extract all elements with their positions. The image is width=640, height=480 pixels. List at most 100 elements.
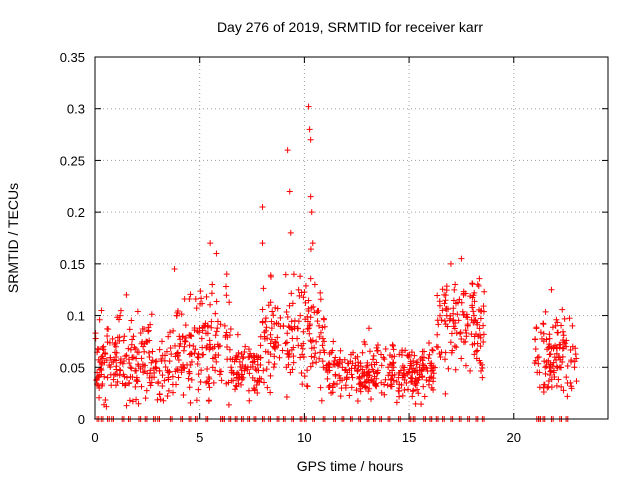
data-point: [300, 328, 307, 335]
data-point: [344, 360, 351, 367]
data-point: [147, 367, 154, 374]
data-point: [378, 389, 385, 396]
data-point: [270, 364, 277, 371]
data-point: [296, 292, 303, 299]
data-point: [245, 387, 252, 394]
plot-frame: [94, 56, 609, 420]
data-point: [132, 383, 139, 390]
y-tick-label: 0: [78, 412, 85, 427]
data-point: [199, 344, 206, 351]
data-point: [161, 377, 168, 384]
data-point: [260, 285, 267, 292]
data-point: [321, 323, 328, 330]
data-point: [133, 396, 140, 403]
data-point: [213, 250, 220, 257]
data-point: [116, 367, 123, 374]
data-point: [290, 344, 297, 351]
data-point: [563, 374, 570, 381]
data-point: [390, 342, 397, 349]
data-point: [289, 300, 296, 307]
data-point: [406, 369, 413, 376]
data-point: [388, 353, 395, 360]
data-point: [451, 325, 458, 332]
data-point: [154, 396, 161, 403]
data-point: [165, 333, 172, 340]
data-point: [236, 358, 243, 365]
data-point: [186, 384, 193, 391]
data-point: [267, 351, 274, 358]
data-point: [348, 371, 355, 378]
data-point: [452, 366, 459, 373]
data-point: [263, 324, 270, 331]
data-point: [232, 386, 239, 393]
data-point: [389, 341, 396, 348]
data-point: [549, 324, 556, 331]
data-point: [212, 310, 219, 317]
data-point: [373, 383, 380, 390]
data-point: [148, 374, 155, 381]
data-point: [125, 345, 132, 352]
data-point: [536, 384, 543, 391]
data-point: [445, 365, 452, 372]
data-point: [566, 315, 573, 322]
data-point: [319, 358, 326, 365]
data-point: [300, 294, 307, 301]
data-point: [112, 340, 119, 347]
data-point: [272, 339, 279, 346]
data-point: [165, 374, 172, 381]
data-point: [288, 318, 295, 325]
y-tick-label: 0.15: [60, 257, 85, 272]
data-point: [216, 371, 223, 378]
data-point: [267, 331, 274, 338]
data-point: [298, 369, 305, 376]
data-point: [342, 382, 349, 389]
data-point: [117, 355, 124, 362]
data-point: [230, 377, 237, 384]
data-point: [193, 397, 200, 404]
y-tick-label: 0.25: [60, 153, 85, 168]
data-point: [209, 281, 216, 288]
data-point: [260, 367, 267, 374]
data-point: [233, 352, 240, 359]
data-point: [245, 346, 252, 353]
y-tick-label: 0.2: [67, 205, 85, 220]
data-point: [182, 322, 189, 329]
data-point: [362, 379, 369, 386]
data-point: [107, 371, 114, 378]
data-point: [177, 340, 184, 347]
data-point: [268, 336, 275, 343]
data-point: [569, 343, 576, 350]
data-point: [241, 349, 248, 356]
data-point: [208, 324, 215, 331]
data-point: [374, 370, 381, 377]
data-point: [180, 392, 187, 399]
data-point: [204, 378, 211, 385]
data-point: [299, 351, 306, 358]
data-point: [116, 316, 123, 323]
data-point: [328, 349, 335, 356]
data-point: [428, 373, 435, 380]
data-point: [200, 322, 207, 329]
data-point: [286, 188, 293, 195]
data-point: [283, 308, 290, 315]
data-point: [198, 335, 205, 342]
data-point: [548, 376, 555, 383]
data-point: [126, 326, 133, 333]
data-point: [129, 336, 136, 343]
data-point: [163, 348, 170, 355]
data-point: [306, 330, 313, 337]
data-point: [555, 376, 562, 383]
data-point: [411, 352, 418, 359]
data-point: [433, 343, 440, 350]
data-point: [275, 320, 282, 327]
data-point: [200, 351, 207, 358]
data-points: [92, 103, 580, 422]
data-point: [146, 337, 153, 344]
data-point: [317, 329, 324, 336]
data-point: [356, 375, 363, 382]
data-point: [174, 352, 181, 359]
data-point: [318, 397, 325, 404]
data-point: [358, 381, 365, 388]
y-tick-label: 0.3: [67, 102, 85, 117]
data-point: [129, 398, 136, 405]
